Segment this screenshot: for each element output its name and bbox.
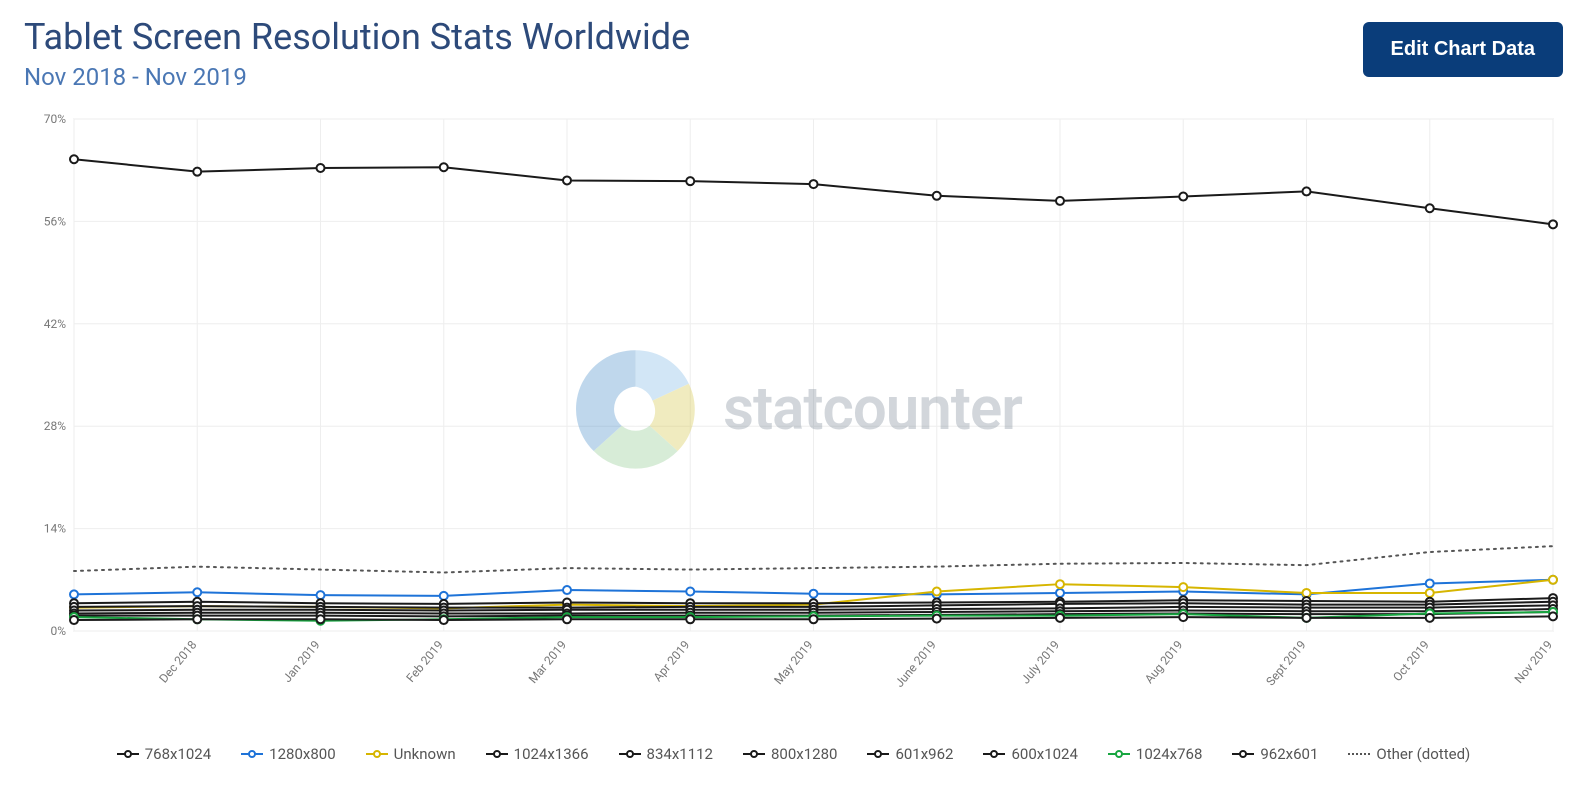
legend-item[interactable]: 600x1024 [983, 745, 1077, 763]
legend-label: 800x1280 [771, 745, 837, 763]
legend-label: 601x962 [895, 745, 953, 763]
svg-text:Mar 2019: Mar 2019 [526, 638, 570, 686]
legend-marker-icon [241, 748, 263, 760]
legend-item[interactable]: 834x1112 [619, 745, 713, 763]
svg-text:Sept 2019: Sept 2019 [1263, 638, 1309, 688]
legend-marker-icon [1232, 748, 1254, 760]
legend-item[interactable]: 1024x768 [1108, 745, 1202, 763]
svg-text:70%: 70% [44, 112, 66, 126]
svg-text:Oct 2019: Oct 2019 [1390, 638, 1432, 684]
legend-item[interactable]: Other (dotted) [1348, 745, 1470, 763]
page-title: Tablet Screen Resolution Stats Worldwide [24, 16, 690, 59]
legend-label: 600x1024 [1011, 745, 1077, 763]
svg-text:May 2019: May 2019 [771, 638, 816, 687]
legend-label: 834x1112 [647, 745, 713, 763]
legend-label: Other (dotted) [1376, 745, 1470, 763]
edit-chart-data-button[interactable]: Edit Chart Data [1363, 22, 1563, 77]
svg-text:Dec 2018: Dec 2018 [156, 638, 199, 686]
legend-item[interactable]: 1024x1366 [486, 745, 589, 763]
legend-marker-icon [486, 748, 508, 760]
legend-marker-icon [366, 748, 388, 760]
chart-container: 0% 14% 28% 42% 56% 70% Dec 2018 Jan 2019 Feb 201… [24, 111, 1563, 731]
legend-label: 1280x800 [269, 745, 335, 763]
svg-text:14%: 14% [44, 522, 66, 536]
legend-item[interactable]: 962x601 [1232, 745, 1318, 763]
legend-item[interactable]: 601x962 [867, 745, 953, 763]
svg-text:28%: 28% [44, 419, 66, 433]
svg-text:Nov 2019: Nov 2019 [1512, 638, 1556, 686]
svg-text:42%: 42% [44, 317, 66, 331]
legend-marker-icon [1108, 748, 1130, 760]
svg-text:56%: 56% [44, 215, 66, 229]
header-row: Tablet Screen Resolution Stats Worldwide… [24, 16, 1563, 91]
legend-marker-icon [983, 748, 1005, 760]
svg-text:0%: 0% [50, 624, 66, 638]
legend: 768x1024 1280x800 Unknown 1024x1366 834x1112… [24, 745, 1563, 763]
legend-item[interactable]: 768x1024 [117, 745, 211, 763]
legend-label: 768x1024 [145, 745, 211, 763]
legend-marker-icon [743, 748, 765, 760]
legend-label: 1024x768 [1136, 745, 1202, 763]
svg-text:Jan 2019: Jan 2019 [280, 638, 323, 685]
page-subtitle: Nov 2018 - Nov 2019 [24, 63, 690, 91]
svg-text:July 2019: July 2019 [1018, 638, 1062, 687]
svg-text:Apr 2019: Apr 2019 [651, 638, 693, 684]
legend-item[interactable]: 800x1280 [743, 745, 837, 763]
legend-label: 962x601 [1260, 745, 1318, 763]
svg-text:June 2019: June 2019 [892, 638, 939, 690]
page-root: Tablet Screen Resolution Stats Worldwide… [0, 0, 1587, 783]
title-block: Tablet Screen Resolution Stats Worldwide… [24, 16, 690, 91]
line-chart[interactable]: 0% 14% 28% 42% 56% 70% Dec 2018 Jan 2019 Feb 201… [24, 111, 1563, 731]
legend-label: 1024x1366 [514, 745, 589, 763]
legend-item[interactable]: Unknown [366, 745, 456, 763]
svg-text:Aug 2019: Aug 2019 [1142, 638, 1186, 686]
legend-item[interactable]: 1280x800 [241, 745, 335, 763]
legend-marker-icon [867, 748, 889, 760]
legend-marker-icon [1348, 748, 1370, 760]
legend-marker-icon [619, 748, 641, 760]
legend-label: Unknown [394, 745, 456, 763]
legend-marker-icon [117, 748, 139, 760]
svg-text:Feb 2019: Feb 2019 [403, 638, 446, 685]
